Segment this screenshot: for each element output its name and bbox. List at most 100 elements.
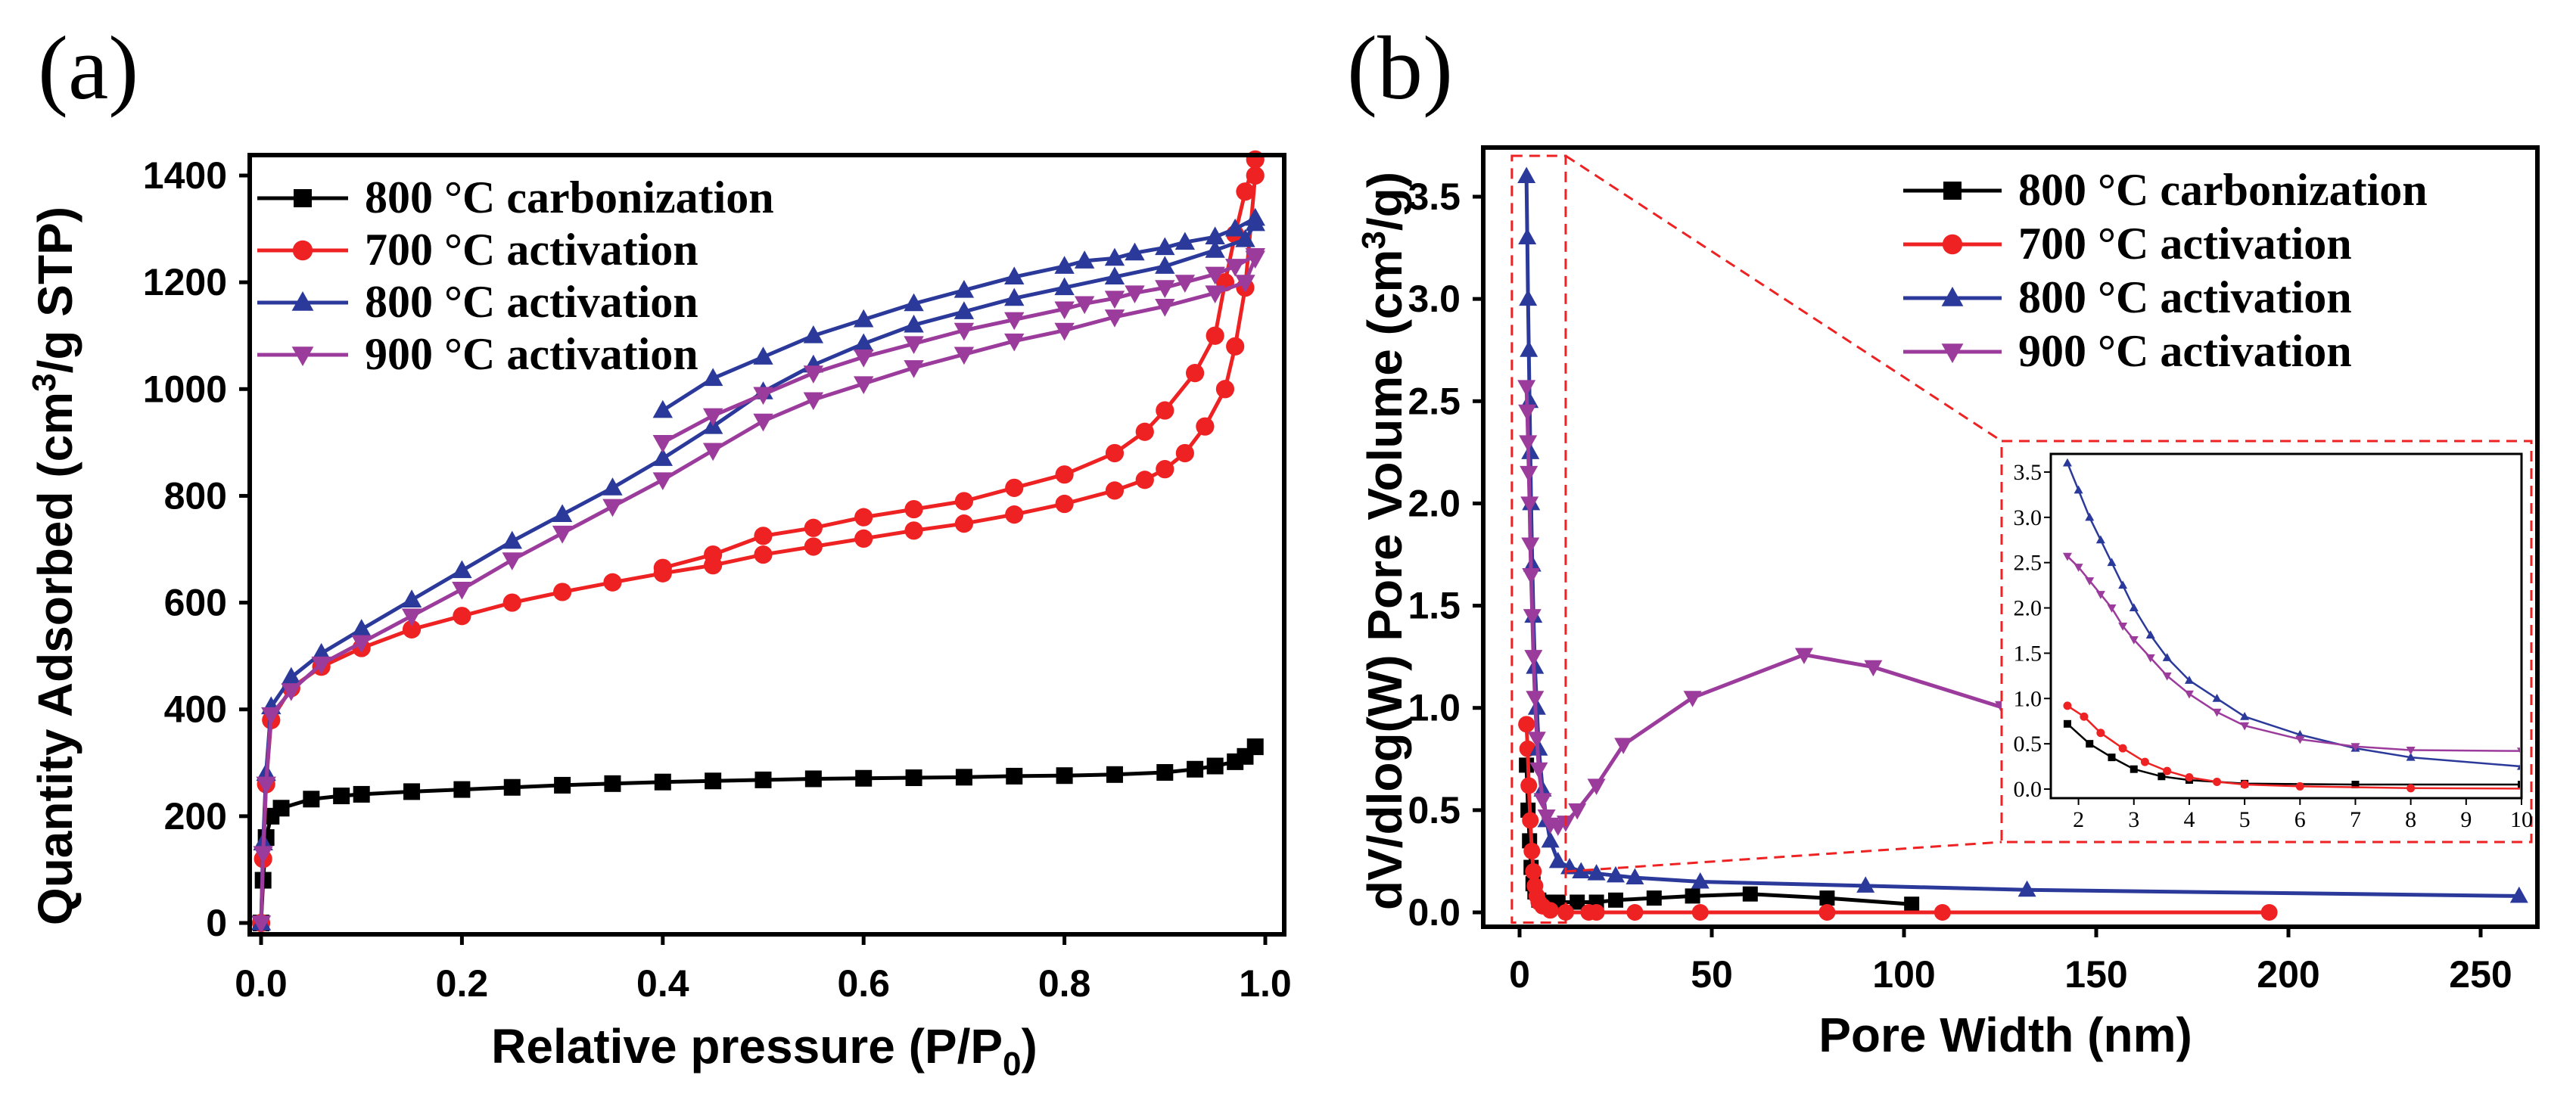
panel-a-series [252,150,1265,933]
a-data-point [1056,767,1073,785]
inset-data-point [2158,772,2166,781]
b-data-point [1685,888,1700,904]
a-data-point [503,778,521,796]
legend-entry-700-c-activation: 700 °C activation [257,225,698,275]
legend-label: 800 °C carbonization [2018,165,2428,215]
panel-a-y-axis-title: Quantity Adsorbed (cm3/g STP) [26,207,82,925]
b-data-point [1529,762,1548,779]
inset-y-tick-label: 1.0 [2014,686,2042,711]
zoom-region-box [1510,154,1567,924]
inset-data-point [2108,754,2116,762]
a-data-point [602,499,623,517]
b-data-point [1608,892,1623,908]
a-data-point [1004,266,1025,284]
b-y-tick-label: 2.0 [1408,482,1461,524]
a-data-point [1205,240,1225,258]
b-data-point [1521,443,1540,459]
a-data-point [604,775,621,792]
a-data-point [1245,207,1265,226]
inset-data-point [2107,604,2117,613]
a-data-point [1054,301,1075,320]
inset-y-tick-label: 0.5 [2014,732,2042,757]
a-data-point [333,788,350,805]
b-data-point [1525,862,1542,880]
legend-label: 700 °C activation [2018,219,2352,269]
a-data-point [303,791,320,808]
a-data-point [904,521,923,540]
b-data-point [1517,380,1536,396]
a-data-point [1206,326,1224,345]
a-x-tick-label: 0.6 [837,962,890,1005]
b-data-point [1520,465,1538,483]
b-y-tick-label: 0.0 [1408,891,1461,934]
a-data-point [1006,767,1023,785]
inset-series-900-c-activation [2062,552,2520,755]
b-x-tick-label: 0 [1509,953,1530,996]
inset-x-tick-label: 7 [2350,807,2361,832]
a-data-point [1155,299,1175,317]
a-data-point [754,771,772,788]
inset-data-point [2212,708,2222,717]
b-data-point [1517,166,1536,183]
b-data-point [2018,880,2036,897]
a-data-point [602,477,623,496]
panel-a-plot-frame [247,153,1286,937]
a-series-900-c-activation [252,247,1265,933]
a-data-point [1125,285,1145,304]
a-data-point [854,508,873,527]
inset-data-point [2351,781,2360,789]
panel-b-zoom-indicator [1510,154,2002,924]
a-data-point [402,620,422,639]
a-data-point [854,350,874,368]
a-data-point [652,448,673,466]
inset-data-point [2130,765,2138,773]
a-data-point [603,573,622,592]
panel-b-letter: (b) [1347,17,1453,118]
b-data-point [1519,435,1538,452]
b-data-point [1518,404,1537,421]
b-data-point [1588,904,1605,921]
a-data-point [1156,460,1174,479]
inset-data-point [2118,580,2128,589]
inset-data-point [2517,747,2520,754]
b-data-point [1520,777,1538,794]
inset-data-point [2085,512,2095,521]
panel-b-inset-plot: 2 3 4 5 6 7 8 9 10 0.0 0.5 1.0 1.5 2.0 2.5 3.0 3.5 [2000,440,2533,844]
b-data-point [1541,831,1560,848]
a-y-tick-label: 0 [206,902,227,944]
a-data-point [1106,766,1123,783]
inset-data-point [2295,781,2304,791]
b-x-tick-label: 50 [1691,953,1733,996]
inset-data-point [2145,654,2155,663]
a-data-point [552,525,573,544]
a-data-point [261,707,282,726]
a-data-point [803,365,824,384]
b-data-point [1523,609,1542,626]
legend-entry-800-c-activation: 800 °C activation [257,277,698,327]
legend-label: 800 °C activation [365,277,698,327]
a-data-point [954,301,975,319]
a-data-point [256,776,276,795]
a-data-point [954,322,975,341]
legend-marker [291,346,314,366]
b-series-700-c-activation [1518,716,2278,921]
b-data-point [1626,868,1644,885]
panel-b-y-tick-labels: 0.0 0.5 1.0 1.5 2.0 2.5 3.0 3.5 [1408,176,1461,934]
a-data-point [1004,312,1025,331]
a-data-point [753,413,773,432]
inset-data-point [2213,777,2222,786]
inset-data-point [2095,535,2105,544]
b-data-point [1537,809,1556,826]
panel-b-y-axis-title: dV/dlog(W) Pore Volume (cm3/g) [1355,172,1412,910]
a-data-point [1174,231,1196,250]
a-data-point [403,783,421,800]
b-y-tick-label: 3.0 [1408,278,1461,320]
inset-series-line [2067,722,2520,786]
a-data-point [401,608,422,626]
a-data-point [904,293,924,312]
inset-y-tick-label: 0.0 [2014,777,2042,802]
inset-data-point [2062,552,2072,561]
a-data-point [904,314,924,333]
b-data-point [1533,793,1552,809]
inset-data-point [2107,558,2117,567]
